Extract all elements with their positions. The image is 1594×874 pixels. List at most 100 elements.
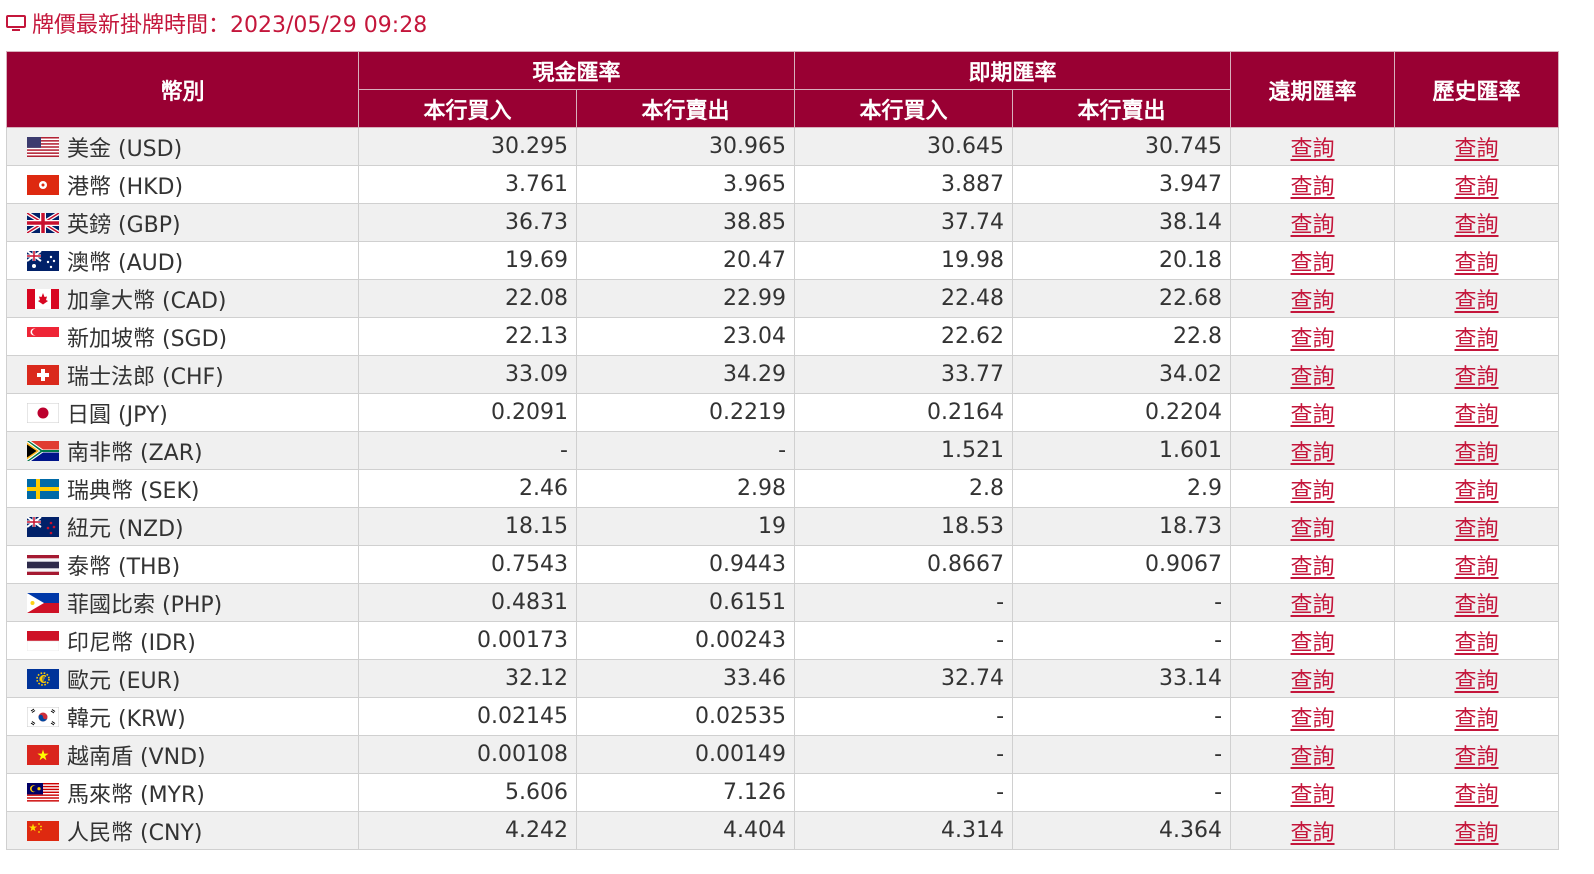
- forward-query-cell: 查詢: [1230, 735, 1396, 774]
- ph-flag-icon: [27, 592, 59, 613]
- cash-sell-cell: 7.126: [575, 773, 796, 812]
- spot-buy-cell: 3.887: [794, 165, 1014, 204]
- history-query-cell: 查詢: [1394, 317, 1560, 356]
- history-query-link[interactable]: 查詢: [1454, 706, 1499, 732]
- cash-sell-cell: 0.2219: [575, 393, 796, 432]
- cash-sell-cell: 0.9443: [575, 545, 796, 584]
- history-query-link[interactable]: 查詢: [1454, 212, 1499, 238]
- forward-query-link[interactable]: 查詢: [1290, 706, 1335, 732]
- history-query-link[interactable]: 查詢: [1454, 402, 1499, 428]
- cash-buy-cell: 0.00108: [358, 735, 577, 774]
- history-query-link[interactable]: 查詢: [1454, 782, 1499, 808]
- forward-query-cell: 查詢: [1230, 697, 1396, 736]
- forward-query-link[interactable]: 查詢: [1290, 478, 1335, 504]
- spot-buy-cell: 4.314: [794, 811, 1014, 850]
- forward-query-link[interactable]: 查詢: [1290, 630, 1335, 656]
- table-row: 港幣 (HKD) 3.761 3.965 3.887 3.947 查詢 查詢: [6, 165, 1560, 204]
- se-flag-icon: [27, 478, 59, 499]
- spot-sell-cell: 4.364: [1012, 811, 1232, 850]
- history-query-link[interactable]: 查詢: [1454, 516, 1499, 542]
- currency-name: 澳幣 (AUD): [67, 250, 184, 276]
- spot-sell-cell: 2.9: [1012, 469, 1232, 508]
- spot-sell-cell: -: [1012, 621, 1232, 660]
- history-query-link[interactable]: 查詢: [1454, 440, 1499, 466]
- au-flag-icon: [26, 249, 59, 271]
- th-flag-icon: [27, 554, 59, 575]
- forward-query-link[interactable]: 查詢: [1290, 288, 1335, 314]
- history-query-cell: 查詢: [1394, 203, 1560, 242]
- spot-sell-cell: 34.02: [1012, 355, 1232, 394]
- cash-buy-cell: 36.73: [358, 203, 577, 242]
- monitor-icon: [6, 15, 26, 31]
- table-row: 英鎊 (GBP) 36.73 38.85 37.74 38.14 查詢 查詢: [6, 203, 1560, 242]
- currency-cell: 人民幣 (CNY): [6, 811, 359, 850]
- history-query-link[interactable]: 查詢: [1454, 554, 1499, 580]
- my-flag-icon: [27, 782, 59, 803]
- currency-cell: 日圓 (JPY): [6, 393, 359, 432]
- history-query-link[interactable]: 查詢: [1454, 592, 1499, 618]
- forward-query-cell: 查詢: [1230, 621, 1396, 660]
- currency-cell: 紐元 (NZD): [6, 507, 359, 546]
- forward-query-link[interactable]: 查詢: [1290, 326, 1335, 352]
- currency-cell: 瑞士法郎 (CHF): [6, 355, 359, 394]
- forward-query-link[interactable]: 查詢: [1290, 668, 1335, 694]
- forward-query-link[interactable]: 查詢: [1290, 250, 1335, 276]
- forward-query-link[interactable]: 查詢: [1290, 516, 1335, 542]
- history-query-link[interactable]: 查詢: [1454, 364, 1499, 390]
- forward-query-link[interactable]: 查詢: [1290, 820, 1335, 846]
- history-query-link[interactable]: 查詢: [1454, 630, 1499, 656]
- spot-buy-cell: 1.521: [794, 431, 1014, 470]
- nz-flag-icon: [26, 515, 59, 537]
- currency-name: 韓元 (KRW): [67, 706, 186, 732]
- forward-query-link[interactable]: 查詢: [1290, 744, 1335, 770]
- spot-buy-cell: 18.53: [794, 507, 1014, 546]
- forward-query-link[interactable]: 查詢: [1290, 136, 1335, 162]
- forward-query-link[interactable]: 查詢: [1290, 212, 1335, 238]
- history-query-link[interactable]: 查詢: [1454, 820, 1499, 846]
- history-query-link[interactable]: 查詢: [1454, 174, 1499, 200]
- spot-buy-cell: 0.2164: [794, 393, 1014, 432]
- cn-flag-icon: [27, 820, 59, 841]
- cash-buy-cell: 2.46: [358, 469, 577, 508]
- history-query-cell: 查詢: [1394, 469, 1560, 508]
- history-query-cell: 查詢: [1394, 393, 1560, 432]
- history-query-link[interactable]: 查詢: [1454, 744, 1499, 770]
- cash-buy-cell: 0.4831: [358, 583, 577, 622]
- history-query-link[interactable]: 查詢: [1454, 288, 1499, 314]
- table-row: 瑞士法郎 (CHF) 33.09 34.29 33.77 34.02 查詢 查詢: [6, 355, 1560, 394]
- history-query-cell: 查詢: [1394, 165, 1560, 204]
- currency-cell: 澳幣 (AUD): [6, 241, 359, 280]
- table-row: 紐元 (NZD) 18.15 19 18.53 18.73 查詢 查詢: [6, 507, 1560, 546]
- id-flag-icon: [26, 630, 60, 651]
- currency-cell: 印尼幣 (IDR): [6, 621, 359, 660]
- history-query-link[interactable]: 查詢: [1454, 136, 1499, 162]
- forward-query-link[interactable]: 查詢: [1290, 440, 1335, 466]
- cash-sell-cell: -: [575, 431, 796, 470]
- table-row: 菲國比索 (PHP) 0.4831 0.6151- - 查詢 查詢: [6, 583, 1560, 622]
- cash-sell-cell: 30.965: [575, 127, 796, 166]
- forward-query-link[interactable]: 查詢: [1290, 554, 1335, 580]
- history-query-link[interactable]: 查詢: [1454, 668, 1499, 694]
- cash-sell-cell: 0.02535: [575, 697, 796, 736]
- history-query-link[interactable]: 查詢: [1454, 326, 1499, 352]
- history-query-cell: 查詢: [1394, 621, 1560, 660]
- table-row: 韓元 (KRW) 0.02145 0.02535- - 查詢 查詢: [6, 697, 1560, 736]
- forward-query-link[interactable]: 查詢: [1290, 592, 1335, 618]
- spot-sell-cell: 22.68: [1012, 279, 1232, 318]
- currency-cell: 菲國比索 (PHP): [6, 583, 359, 622]
- spot-buy-cell: 19.98: [794, 241, 1014, 280]
- spot-sell-cell: -: [1012, 583, 1232, 622]
- cash-sell-cell: 0.00243: [575, 621, 796, 660]
- history-rate-header: 歷史匯率: [1394, 51, 1560, 128]
- cash-sell-header: 本行賣出: [575, 89, 796, 128]
- currency-name: 日圓 (JPY): [67, 402, 168, 428]
- kr-flag-icon: [26, 706, 60, 727]
- cash-buy-cell: 0.2091: [358, 393, 577, 432]
- history-query-link[interactable]: 查詢: [1454, 250, 1499, 276]
- forward-query-link[interactable]: 查詢: [1290, 364, 1335, 390]
- history-query-link[interactable]: 查詢: [1454, 478, 1499, 504]
- forward-query-link[interactable]: 查詢: [1290, 782, 1335, 808]
- forward-query-link[interactable]: 查詢: [1290, 174, 1335, 200]
- forward-query-link[interactable]: 查詢: [1290, 402, 1335, 428]
- forward-query-cell: 查詢: [1230, 583, 1396, 622]
